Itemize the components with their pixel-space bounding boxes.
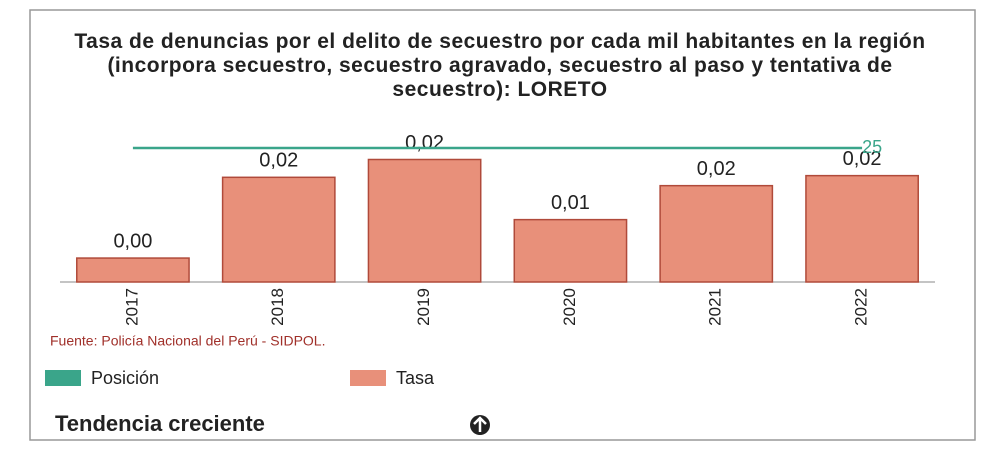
x-tick-label: 2017 [122,288,141,326]
bar [805,174,919,283]
bar [513,218,628,283]
data-label: 0,02 [697,158,736,180]
legend-swatch [350,370,386,386]
bar [659,184,774,283]
legend-label: Posición [91,368,159,388]
x-tick-label: 2018 [268,288,287,326]
bar [367,158,482,283]
data-label: 0,01 [551,192,590,214]
x-tick-label: 2021 [706,288,725,326]
trend-icon [470,415,490,435]
frame [29,9,976,441]
chart-title: Tasa de denuncias por el delito de secue… [74,30,926,101]
data-label: 0,02 [843,148,882,170]
bar [76,257,190,283]
bar [221,176,336,283]
x-tick-label: 2022 [852,288,871,326]
x-tick-label: 2020 [560,288,579,326]
data-label: 0,02 [405,132,444,154]
legend-label: Tasa [396,368,435,388]
title-box: Tasa de denuncias por el delito de secue… [74,30,926,101]
data-label: 0,00 [113,230,152,252]
annotation: Tendencia creciente [55,411,265,436]
data-label: 0,02 [259,150,298,172]
data-label: 25 [862,137,882,157]
source: Fuente: Policía Nacional del Perú - SIDP… [50,333,325,349]
legend-swatch [45,370,81,386]
x-tick-label: 2019 [414,288,433,326]
